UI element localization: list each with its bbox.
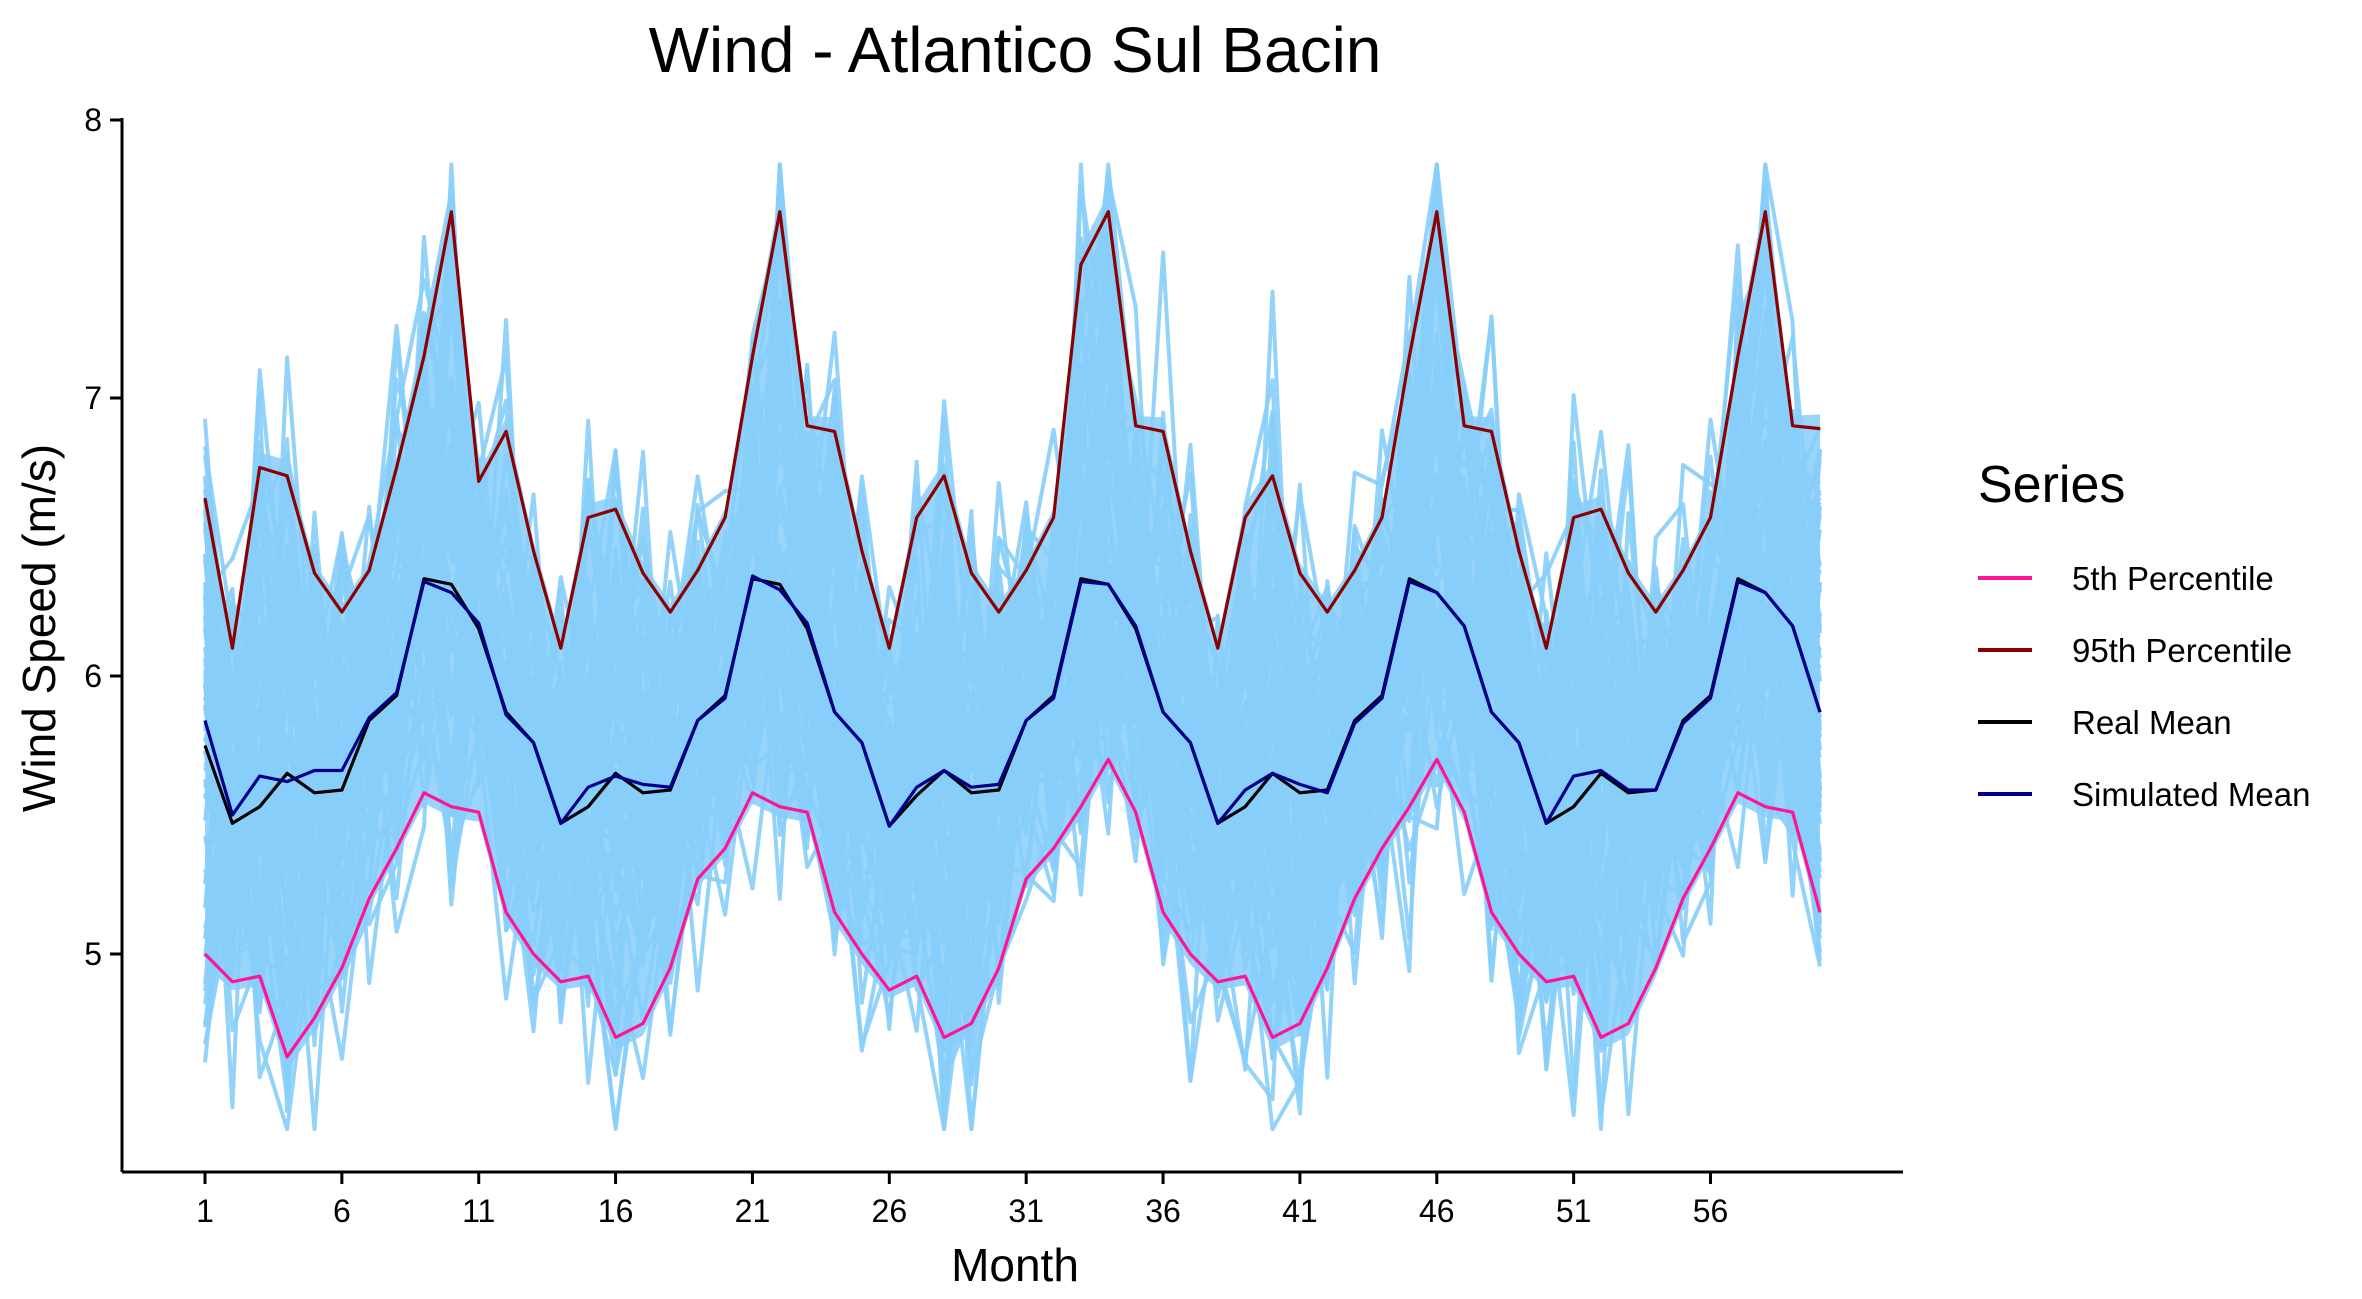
legend-label: 5th Percentile (2072, 560, 2274, 597)
x-tick-label: 1 (196, 1193, 214, 1229)
x-axis-title: Month (951, 1239, 1079, 1291)
series-line-95th-percentile (203, 210, 1821, 650)
x-tick-label: 16 (598, 1193, 634, 1229)
chart-title: Wind - Atlantico Sul Bacin (649, 14, 1382, 86)
x-tick-label: 11 (462, 1193, 495, 1229)
x-tick-label: 56 (1693, 1193, 1729, 1229)
y-tick-label: 8 (84, 102, 102, 138)
series-line-5th-percentile (203, 757, 1822, 1059)
series-line-simulated-mean (203, 574, 1822, 828)
legend-label: 95th Percentile (2072, 632, 2292, 669)
y-tick-label: 6 (84, 658, 102, 694)
y-tick-label: 5 (84, 936, 102, 972)
y-axis-title: Wind Speed (m/s) (13, 444, 65, 812)
series-lines (203, 210, 1822, 1059)
simulation-band-fill (205, 192, 1820, 1071)
x-tick-label: 31 (1008, 1193, 1044, 1229)
x-tick-label: 51 (1556, 1193, 1592, 1229)
x-tick-label: 46 (1419, 1193, 1455, 1229)
x-tick-label: 6 (333, 1193, 351, 1229)
x-tick-label: 26 (872, 1193, 908, 1229)
x-tick-label: 21 (735, 1193, 771, 1229)
legend-title: Series (1978, 456, 2125, 514)
x-tick-label: 41 (1282, 1193, 1318, 1229)
legend: Series 5th Percentile 95th Percentile Real… (1978, 456, 2310, 813)
legend-label: Simulated Mean (2072, 776, 2310, 813)
simulation-band (203, 162, 1822, 1132)
legend-label: Real Mean (2072, 704, 2232, 741)
x-tick-label: 36 (1145, 1193, 1181, 1229)
y-tick-label: 7 (84, 380, 102, 416)
